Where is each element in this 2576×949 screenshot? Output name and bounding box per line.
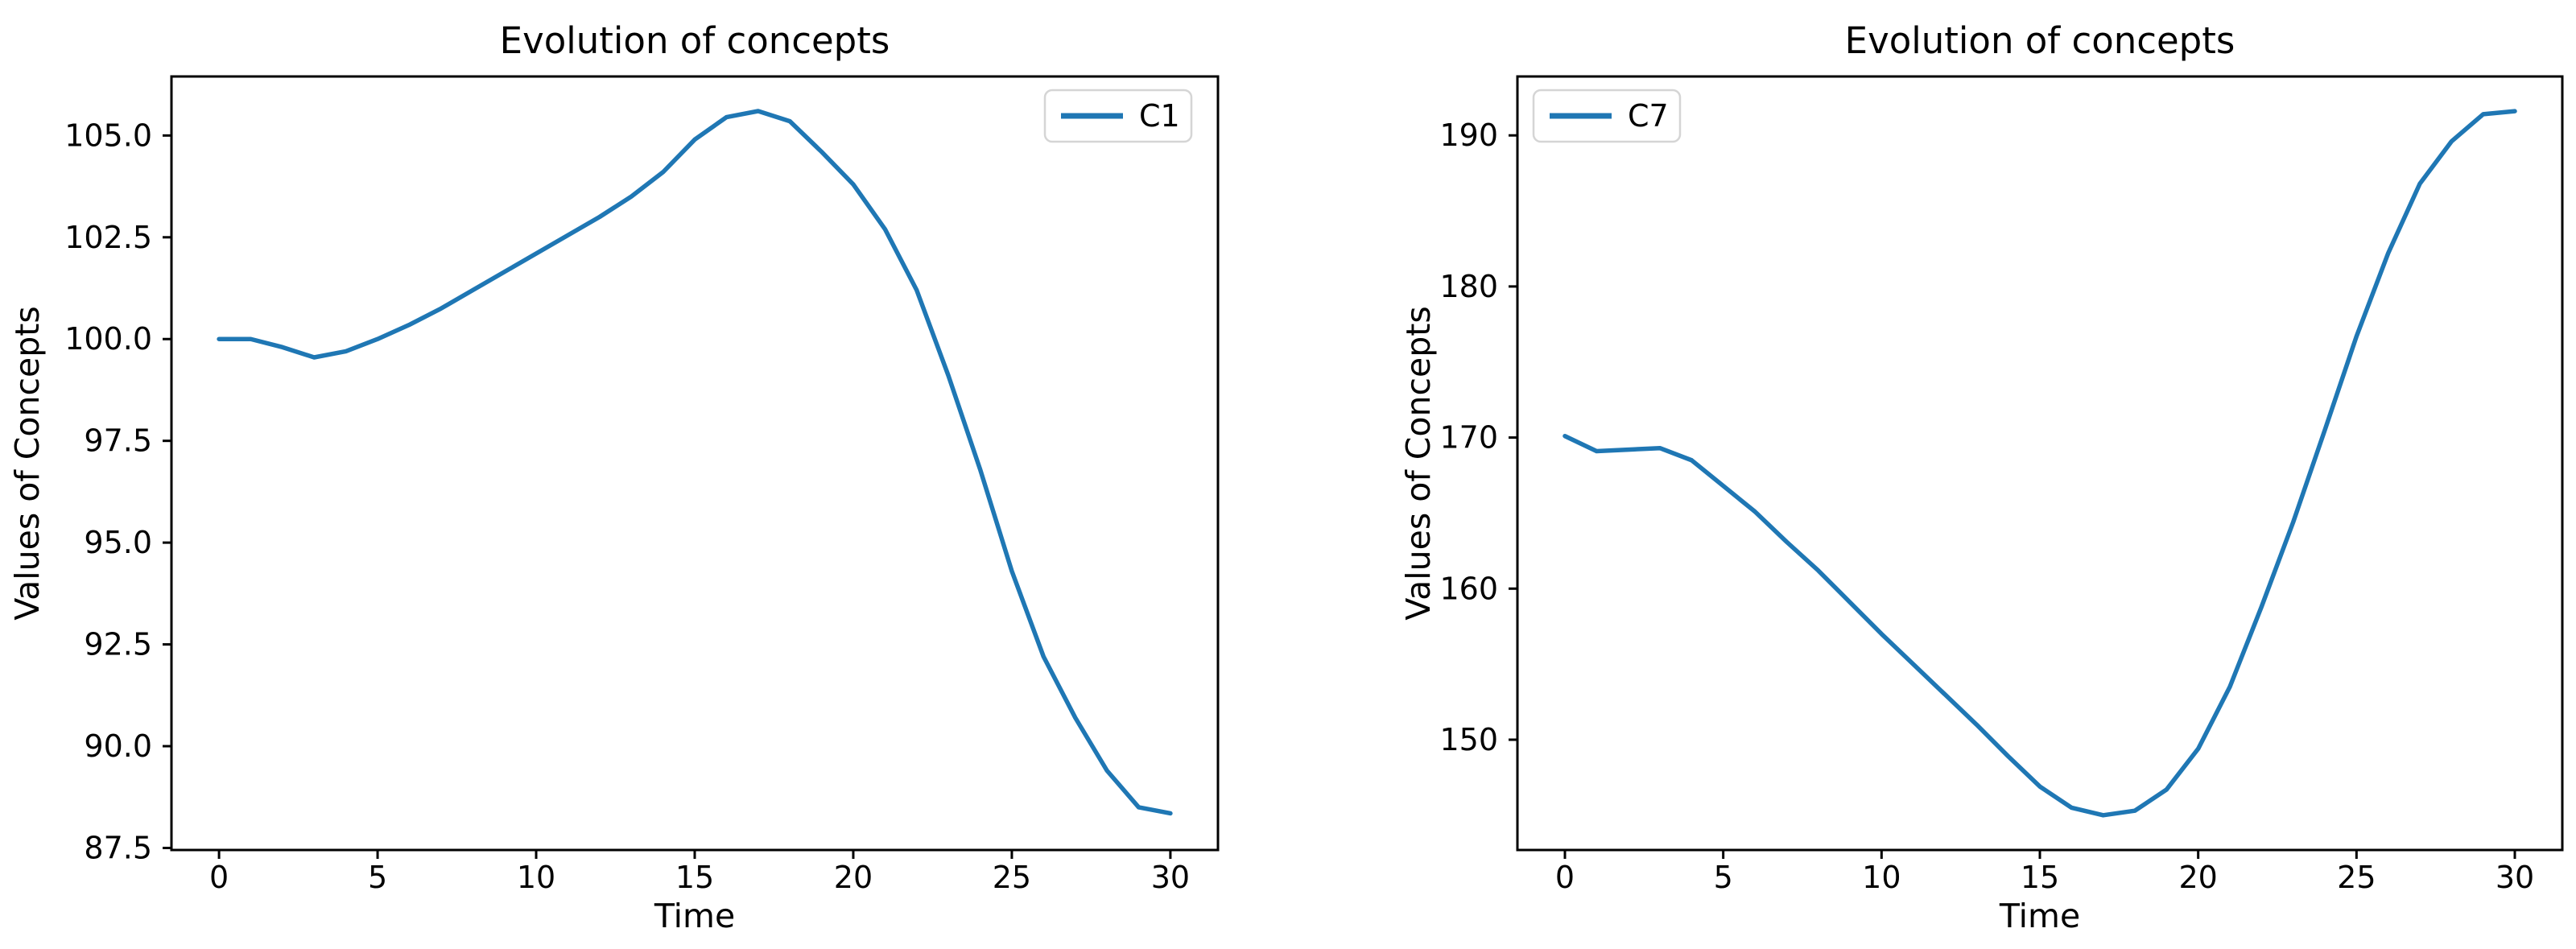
y-tick-label: 190 bbox=[1439, 118, 1498, 153]
y-tick-label: 160 bbox=[1439, 571, 1498, 606]
axes-right: Evolution of concepts 0 5 10 15 20 25 30 150 160 1… bbox=[1399, 19, 2564, 935]
y-tick-label: 92.5 bbox=[84, 627, 152, 662]
x-tick-label: 20 bbox=[2178, 860, 2217, 895]
x-tick-label: 30 bbox=[1151, 860, 1190, 895]
y-tick-label: 102.5 bbox=[64, 220, 152, 255]
x-tick-label: 5 bbox=[1714, 860, 1733, 895]
x-tick-label: 15 bbox=[675, 860, 714, 895]
legend-label: C7 bbox=[1628, 98, 1669, 134]
y-axis-label: Values of Concepts bbox=[8, 306, 47, 620]
series-line-C1 bbox=[217, 109, 1173, 816]
legend: C1 bbox=[1043, 89, 1193, 143]
plot-border bbox=[170, 75, 1220, 852]
axes-left: Evolution of concepts 0 5 10 15 20 25 30 87.5 90.… bbox=[8, 19, 1220, 935]
x-tick-label: 10 bbox=[1862, 860, 1901, 895]
x-tick-label: 25 bbox=[2337, 860, 2376, 895]
x-axis-label: Time bbox=[654, 897, 735, 935]
x-tick-label: 30 bbox=[2496, 860, 2534, 895]
y-tick-label: 170 bbox=[1439, 420, 1498, 456]
x-tick-label: 10 bbox=[517, 860, 555, 895]
x-tick-label: 0 bbox=[209, 860, 229, 895]
y-tick-label: 95.0 bbox=[84, 525, 152, 560]
x-tick-label: 25 bbox=[993, 860, 1031, 895]
x-tick-label: 15 bbox=[2021, 860, 2059, 895]
y-axis-label: Values of Concepts bbox=[1399, 306, 1438, 620]
y-tick-label: 100.0 bbox=[64, 321, 152, 357]
legend-label: C1 bbox=[1139, 98, 1180, 134]
y-tick-label: 87.5 bbox=[84, 830, 152, 865]
plot-border bbox=[1516, 75, 2564, 852]
y-tick-label: 97.5 bbox=[84, 423, 152, 459]
y-tick-label: 105.0 bbox=[64, 118, 152, 153]
series-line-C7 bbox=[1563, 109, 2517, 818]
y-tick-label: 180 bbox=[1439, 269, 1498, 304]
x-tick-label: 20 bbox=[834, 860, 873, 895]
x-tick-label: 5 bbox=[368, 860, 387, 895]
x-tick-label: 0 bbox=[1555, 860, 1575, 895]
x-axis-label: Time bbox=[1999, 897, 2080, 935]
chart-title: Evolution of concepts bbox=[500, 19, 890, 62]
y-tick-label: 150 bbox=[1439, 722, 1498, 757]
legend: C7 bbox=[1532, 89, 1682, 143]
chart-title: Evolution of concepts bbox=[1845, 19, 2235, 62]
y-tick-label: 90.0 bbox=[84, 728, 152, 764]
